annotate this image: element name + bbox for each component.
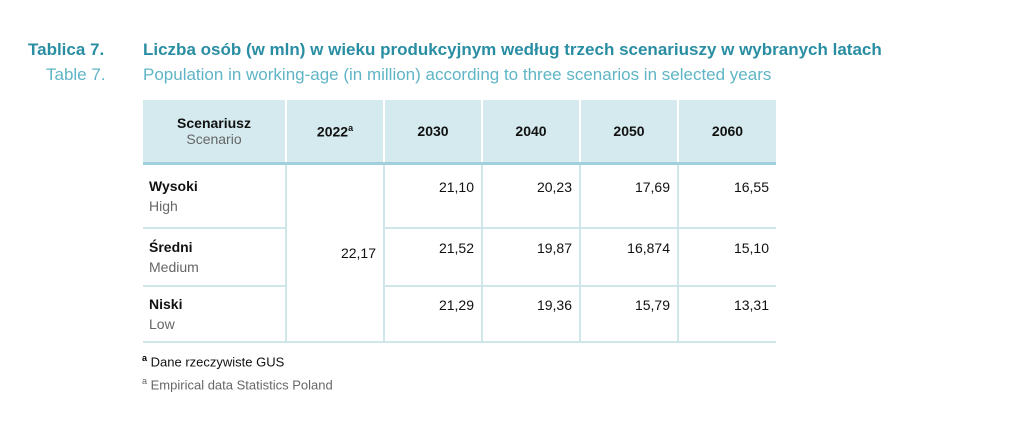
table-label-en: Table 7. bbox=[46, 65, 106, 84]
table-label-pl: Tablica 7. bbox=[28, 40, 105, 59]
value-cell: 19,87 bbox=[481, 227, 580, 287]
value-cell: 15,10 bbox=[677, 227, 776, 287]
body-row: Wysoki High 22,17 21,10 20,23 17,69 16,55 bbox=[143, 163, 776, 343]
header-cell: 2022a bbox=[285, 100, 384, 165]
footnote-text: Dane rzeczywiste GUS bbox=[150, 354, 285, 370]
note-marker: a bbox=[348, 122, 354, 133]
note-marker: a bbox=[142, 376, 148, 386]
footnote: a Dane rzeczywiste GUS bbox=[142, 353, 284, 369]
year: 2050 bbox=[579, 100, 678, 165]
scenario-pl: Niski bbox=[149, 295, 183, 312]
header-row: Scenariusz Scenario 2022a 2030 2040 2050 … bbox=[143, 100, 776, 165]
value-cell: 15,79 bbox=[579, 285, 678, 343]
value-cell: 20,23 bbox=[481, 163, 580, 229]
header-cell: Scenariusz Scenario bbox=[143, 100, 286, 165]
scenario-cell: Średni Medium bbox=[143, 227, 286, 287]
year: 2040 bbox=[481, 100, 580, 165]
scenario-cell: Wysoki High bbox=[143, 163, 286, 229]
year: 2022 bbox=[316, 123, 349, 140]
title-en: Population in working-age (in million) a… bbox=[143, 65, 772, 84]
value-cell: 21,10 bbox=[383, 163, 482, 229]
value-cell: 13,31 bbox=[677, 285, 776, 343]
value-cell: 21,52 bbox=[383, 227, 482, 287]
value-cell: 17,69 bbox=[579, 163, 678, 229]
scenario-pl: Wysoki bbox=[149, 177, 198, 194]
header-text: Scenariusz bbox=[177, 115, 251, 131]
scenario-en: Low bbox=[149, 315, 175, 332]
footnote: a Empirical data Statistics Poland bbox=[142, 376, 333, 392]
body-row: Średni Medium 21,52 19,87 16,874 15,10 bbox=[143, 227, 776, 287]
body-row: Niski Low 21,29 19,36 15,79 13,31 bbox=[143, 285, 776, 343]
value-cell: 16,55 bbox=[677, 163, 776, 229]
value-cell: 21,29 bbox=[383, 285, 482, 343]
note-marker: a bbox=[142, 353, 148, 363]
base-value: 22,17 bbox=[285, 163, 384, 343]
header-text: Scenario bbox=[186, 131, 242, 147]
value-cell: 16,874 bbox=[579, 227, 678, 287]
year: 2060 bbox=[677, 100, 776, 165]
value-cell: 19,36 bbox=[481, 285, 580, 343]
title-pl: Liczba osób (w mln) w wieku produkcyjnym… bbox=[143, 40, 882, 59]
scenario-en: High bbox=[149, 197, 178, 214]
scenario-en: Medium bbox=[149, 258, 199, 275]
data-table: Scenariusz Scenario 2022a 2030 2040 2050 … bbox=[143, 100, 776, 343]
footnote-text: Empirical data Statistics Poland bbox=[150, 377, 333, 393]
year: 2030 bbox=[383, 100, 482, 165]
scenario-cell: Niski Low bbox=[143, 285, 286, 343]
scenario-pl: Średni bbox=[149, 238, 193, 255]
